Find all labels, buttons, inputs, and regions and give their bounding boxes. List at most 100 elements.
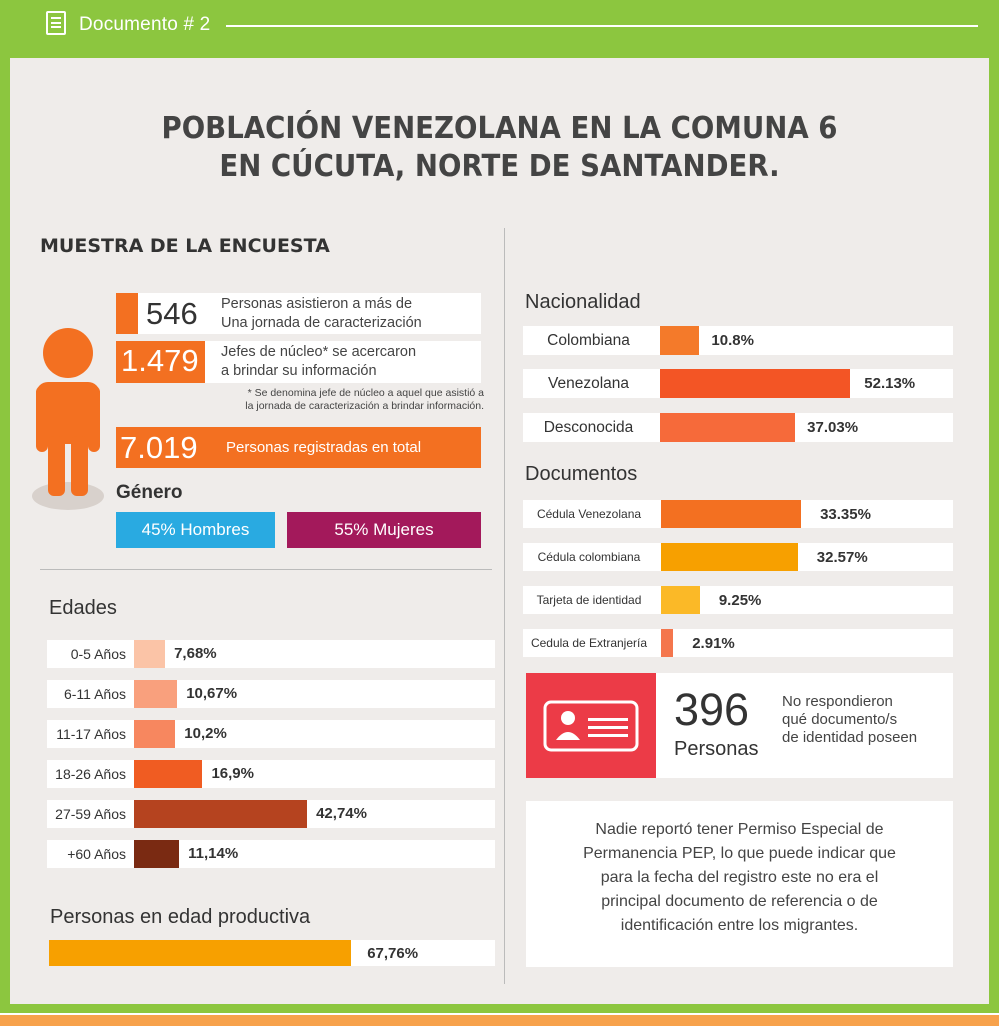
no-respuesta-line-3: de identidad poseen	[782, 729, 918, 746]
title-line-1: POBLACIÓN VENEZOLANA EN LA COMUNA 6	[161, 111, 838, 146]
documentos-bar	[661, 500, 802, 528]
nacionalidad-bar	[660, 413, 796, 442]
nacionalidad-value-label: 52.13%	[864, 375, 916, 392]
nacionalidad-value-label: 10.8%	[711, 332, 754, 349]
nota-card	[526, 801, 953, 967]
documentos-label: Cedula de Extranjería	[530, 636, 648, 650]
nota-line-1: Nadie reportó tener Permiso Especial de	[595, 821, 884, 838]
stat-1479-number: 1.479	[121, 343, 199, 378]
edades-value-label: 11,14%	[188, 845, 239, 862]
documentos-bar	[661, 629, 674, 657]
productiva-bar	[49, 940, 352, 966]
genero-heading: Género	[116, 482, 183, 503]
footnote-line-2: la jornada de caracterización a brindar …	[245, 400, 484, 412]
header-bar: Documento # 2	[0, 0, 999, 50]
documentos-value-label: 32.57%	[816, 549, 868, 566]
nota-line-2: Permanencia PEP, lo que puede indicar qu…	[583, 845, 896, 862]
title-line-2: EN CÚCUTA, NORTE DE SANTANDER.	[219, 149, 780, 184]
nota-line-3: para la fecha del registro este no era e…	[600, 869, 879, 886]
stat-546-text: Personas asistieron a más de Una jornada…	[221, 295, 422, 333]
stat-1479-card	[204, 341, 481, 383]
stat-1479-bar	[116, 341, 205, 383]
no-respuesta-text: No respondieron qué documento/s de ident…	[782, 693, 917, 747]
nacionalidad-bar	[660, 326, 700, 355]
edades-heading: Edades	[49, 597, 117, 619]
edades-row	[47, 640, 495, 668]
edades-row	[47, 680, 495, 708]
documentos-label: Cédula Venezolana	[536, 507, 642, 521]
documentos-row	[523, 629, 953, 657]
mujeres-badge: 55% Mujeres	[287, 512, 481, 548]
edades-label: 0-5 Años	[70, 646, 126, 662]
productiva-label: 67,76%	[367, 945, 419, 962]
documentos-bar	[661, 543, 798, 571]
nacionalidad-label: Venezolana	[547, 375, 630, 392]
muestra-heading: MUESTRA DE LA ENCUESTA	[40, 235, 330, 257]
edades-bar	[134, 800, 308, 828]
documentos-label: Cédula colombiana	[537, 550, 641, 564]
documentos-row	[523, 586, 953, 614]
column-divider	[504, 228, 505, 984]
nota-line-4: principal documento de referencia o de	[601, 893, 878, 910]
stat-546-bar	[116, 293, 138, 334]
edades-label: 6-11 Años	[63, 686, 126, 702]
id-card-icon	[543, 700, 639, 752]
edades-value-label: 42,74%	[316, 805, 367, 822]
documentos-label: Tarjeta de identidad	[536, 593, 642, 607]
edades-label: 11-17 Años	[56, 726, 126, 742]
nacionalidad-bar	[660, 369, 851, 398]
stat-7019-number: 7.019	[120, 430, 198, 465]
person-icon	[32, 328, 104, 510]
edades-value-label: 16,9%	[211, 765, 254, 782]
edades-bar	[134, 640, 166, 668]
edades-value-label: 10,2%	[184, 725, 227, 742]
document-label: Documento # 2	[79, 14, 211, 35]
edades-label: 27-59 Años	[55, 806, 126, 822]
no-respuesta-line-2: qué documento/s	[782, 711, 898, 728]
edades-value-label: 10,67%	[186, 685, 238, 702]
edades-bar	[134, 720, 176, 748]
footnote: * Se denomina jefe de núcleo a aquel que…	[214, 387, 484, 413]
bottom-strip	[0, 1013, 999, 1026]
stat-7019-text: Personas registradas en total	[226, 439, 422, 456]
edades-bar	[134, 760, 203, 788]
nacionalidad-row	[523, 326, 953, 355]
stat-1479-text: Jefes de núcleo* se acercaron a brindar …	[221, 343, 416, 381]
stat-546-number: 546	[146, 296, 198, 331]
no-respuesta-line-1: No respondieron	[782, 693, 893, 710]
stat-546-card	[137, 293, 481, 334]
document-icon	[46, 11, 66, 35]
documentos-bar	[661, 586, 700, 614]
page-title: POBLACIÓN VENEZOLANA EN LA COMUNA 6 EN C…	[40, 110, 959, 186]
nacionalidad-label: Desconocida	[543, 419, 634, 436]
edades-row	[47, 760, 495, 788]
footnote-line-1: * Se denomina jefe de núcleo a aquel que…	[247, 387, 484, 399]
header-divider	[226, 25, 978, 27]
section-divider	[40, 569, 492, 570]
edades-bar	[134, 840, 180, 868]
nota-line-5: identificación entre los migrantes.	[620, 917, 859, 934]
documentos-heading: Documentos	[525, 463, 638, 485]
edades-bar	[134, 680, 178, 708]
hombres-badge: 45% Hombres	[116, 512, 275, 548]
edades-value-label: 7,68%	[174, 645, 217, 662]
stat-546-text-1: Personas asistieron a más de	[221, 296, 413, 312]
no-respuesta-unit: Personas	[674, 738, 759, 760]
documentos-value-label: 9.25%	[718, 592, 762, 609]
stat-546-text-2: Una jornada de caracterización	[221, 315, 422, 331]
no-respuesta-number: 396	[674, 684, 750, 735]
edades-label: 18-26 Años	[55, 766, 126, 782]
nota-text: Nadie reportó tener Permiso Especial de …	[526, 818, 953, 938]
id-card-tile	[526, 673, 656, 778]
stat-1479-text-2: a brindar su información	[221, 363, 377, 379]
documentos-value-label: 33.35%	[820, 506, 871, 523]
edades-row	[47, 840, 495, 868]
edades-label: +60 Años	[67, 846, 126, 862]
nacionalidad-heading: Nacionalidad	[525, 291, 641, 313]
productiva-heading: Personas en edad productiva	[50, 906, 311, 928]
nacionalidad-label: Colombiana	[547, 332, 630, 349]
nacionalidad-value-label: 37.03%	[807, 419, 859, 436]
documentos-value-label: 2.91%	[692, 635, 735, 652]
edades-row	[47, 720, 495, 748]
stat-1479-text-1: Jefes de núcleo* se acercaron	[221, 344, 417, 360]
